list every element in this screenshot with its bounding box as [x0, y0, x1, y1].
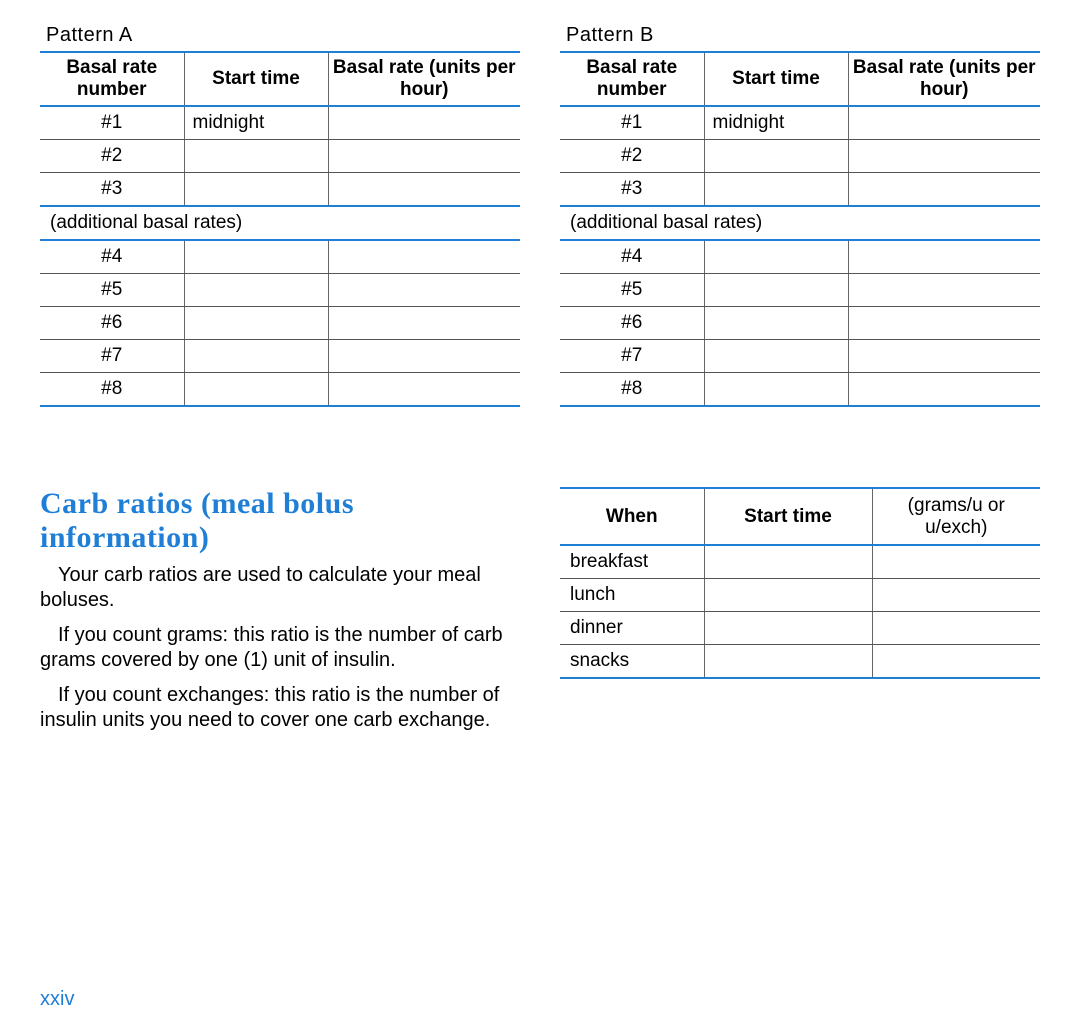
- carb-heading: Carb ratios (meal bolus information): [40, 487, 520, 555]
- pattern-a-table: Basal rate number Start time Basal rate …: [40, 51, 520, 407]
- pattern-b-table: Basal rate number Start time Basal rate …: [560, 51, 1040, 407]
- col-header: Basal rate (units per hour): [328, 52, 520, 106]
- section-label-row: (additional basal rates): [560, 206, 1040, 240]
- pattern-b-title: Pattern B: [566, 24, 1040, 47]
- col-header: Start time: [184, 52, 328, 106]
- table-row: #3: [40, 172, 520, 206]
- table-row: #4: [560, 240, 1040, 274]
- col-header: When: [560, 488, 704, 546]
- table-row: #6: [40, 306, 520, 339]
- table-row: #2: [560, 139, 1040, 172]
- carb-paragraph: If you count exchanges: this ratio is th…: [40, 683, 520, 733]
- page-number: xxiv: [40, 988, 74, 1011]
- table-row: #4: [40, 240, 520, 274]
- table-row: #8: [40, 372, 520, 406]
- table-row: #7: [560, 339, 1040, 372]
- pattern-a-title: Pattern A: [46, 24, 520, 47]
- table-row: breakfast: [560, 545, 1040, 579]
- col-header: Basal rate (units per hour): [848, 52, 1040, 106]
- pattern-a-block: Pattern A Basal rate number Start time B…: [40, 24, 520, 407]
- table-row: #7: [40, 339, 520, 372]
- table-row: #1 midnight: [40, 106, 520, 140]
- col-header: (grams/u or u/exch): [872, 488, 1040, 546]
- table-row: #6: [560, 306, 1040, 339]
- table-row: lunch: [560, 579, 1040, 612]
- section-label-row: (additional basal rates): [40, 206, 520, 240]
- carb-paragraph: Your carb ratios are used to calculate y…: [40, 563, 520, 613]
- col-header: Start time: [704, 52, 848, 106]
- table-row: #5: [40, 273, 520, 306]
- col-header: Start time: [704, 488, 872, 546]
- table-row: #5: [560, 273, 1040, 306]
- table-row: #2: [40, 139, 520, 172]
- col-header: Basal rate number: [40, 52, 184, 106]
- table-row: #1 midnight: [560, 106, 1040, 140]
- carb-text-block: Carb ratios (meal bolus information) You…: [40, 487, 520, 743]
- table-row: #8: [560, 372, 1040, 406]
- table-row: dinner: [560, 612, 1040, 645]
- pattern-b-block: Pattern B Basal rate number Start time B…: [560, 24, 1040, 407]
- table-row: snacks: [560, 645, 1040, 679]
- carb-table: When Start time (grams/u or u/exch) brea…: [560, 487, 1040, 680]
- table-row: #3: [560, 172, 1040, 206]
- col-header: Basal rate number: [560, 52, 704, 106]
- carb-paragraph: If you count grams: this ratio is the nu…: [40, 623, 520, 673]
